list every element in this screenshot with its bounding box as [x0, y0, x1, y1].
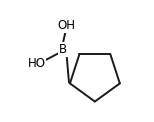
Text: B: B: [59, 43, 67, 56]
Text: OH: OH: [57, 19, 75, 32]
Text: HO: HO: [27, 57, 45, 70]
